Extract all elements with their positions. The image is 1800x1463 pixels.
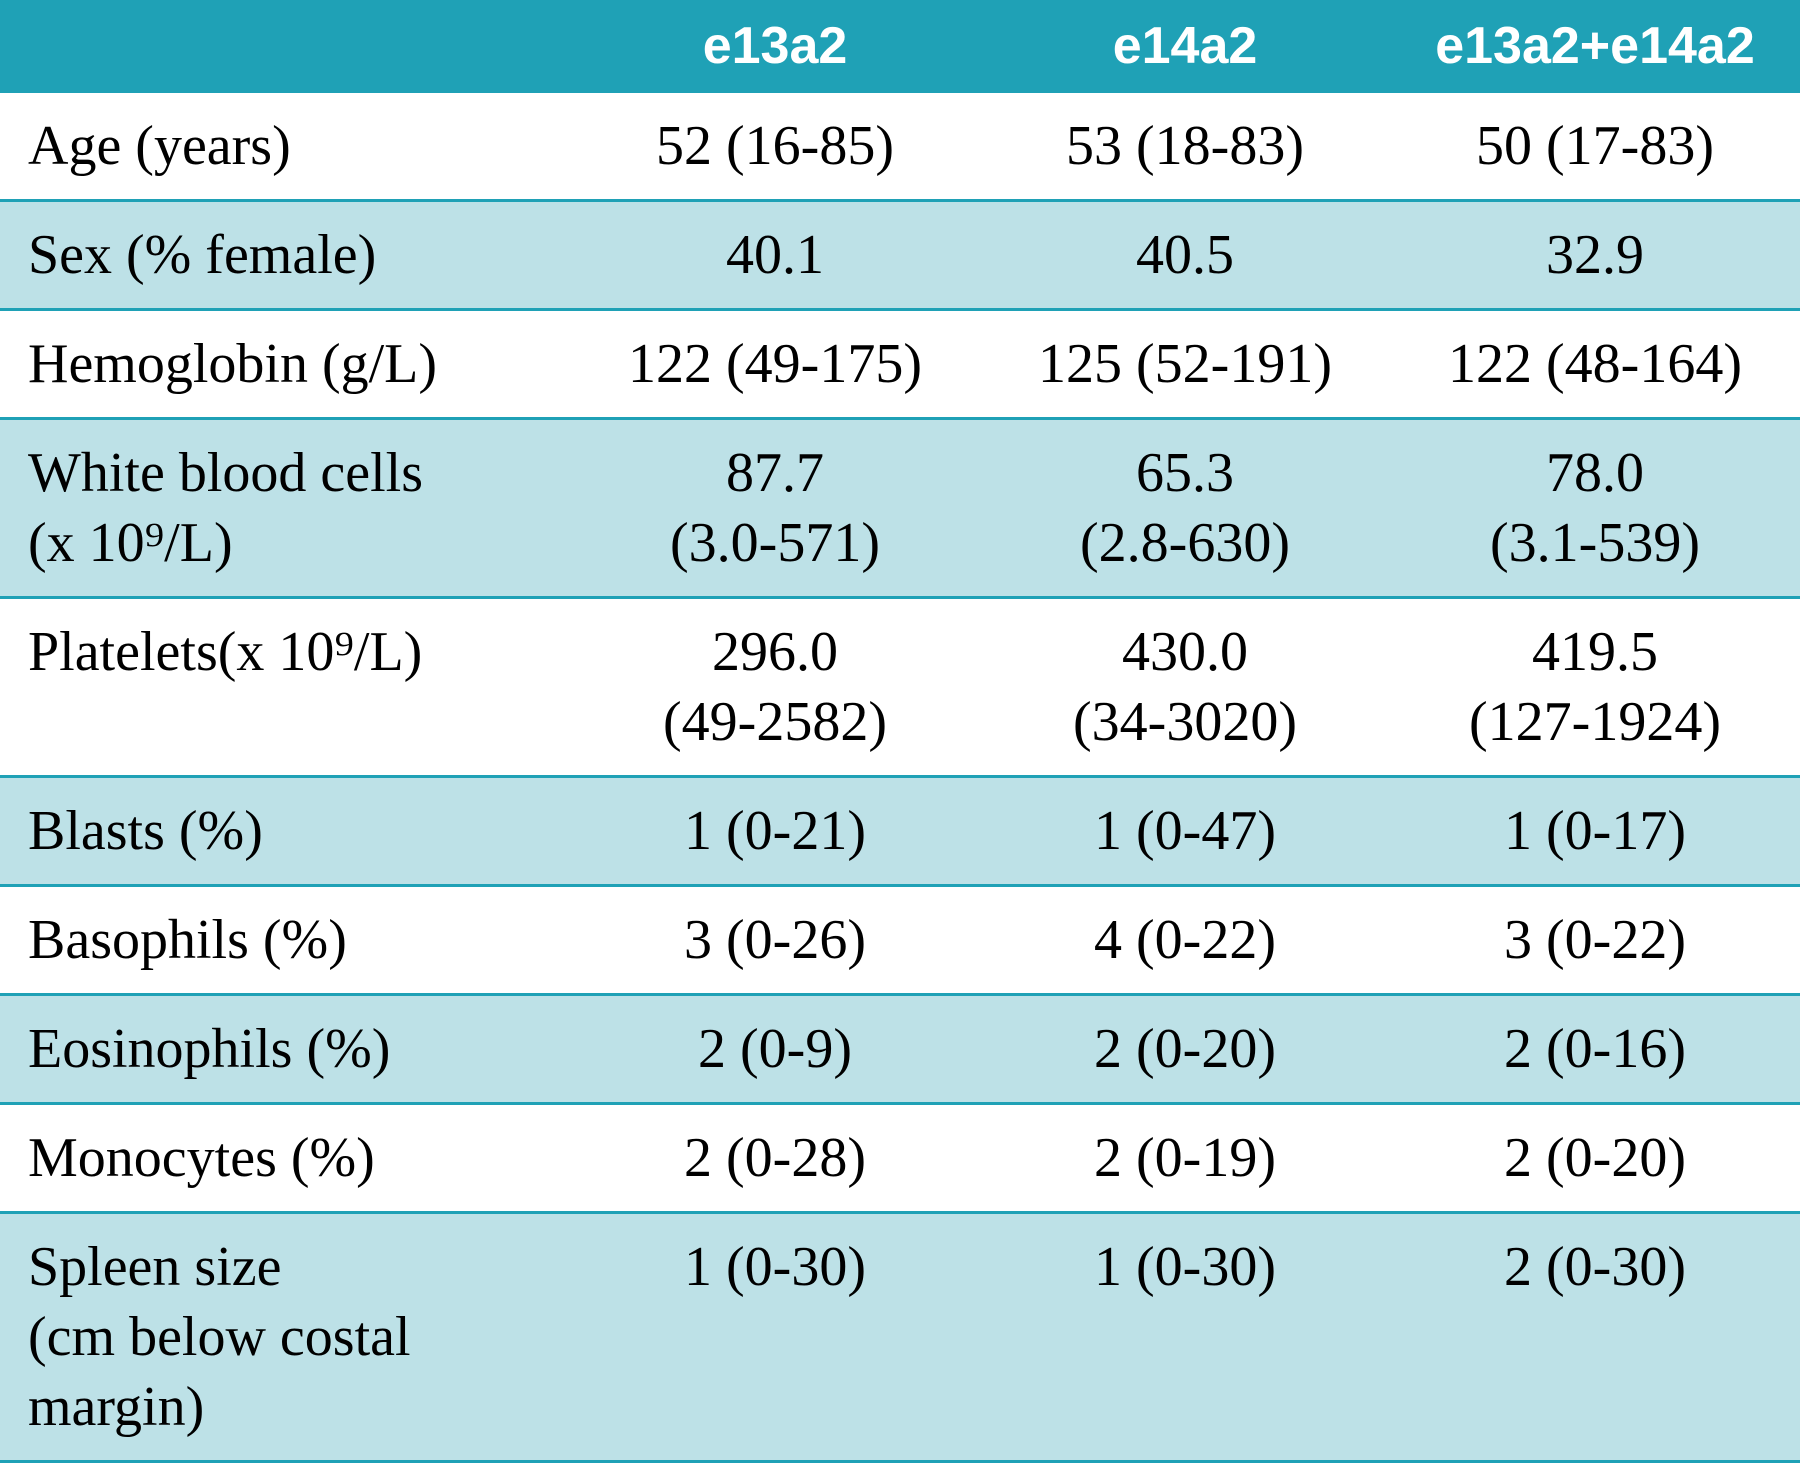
cell-e14a2: 2 (0-20): [980, 995, 1390, 1104]
col-header-e13a2: e13a2: [570, 0, 980, 93]
row-label: Age (years): [0, 93, 570, 201]
table-row: Blasts (%)1 (0-21)1 (0-47)1 (0-17): [0, 777, 1800, 886]
col-header-e14a2: e14a2: [980, 0, 1390, 93]
col-header-blank: [0, 0, 570, 93]
cell-e13a2-e14a2: 1 (0-17): [1390, 777, 1800, 886]
cell-e13a2: 3 (0-26): [570, 886, 980, 995]
cell-e14a2: 53 (18-83): [980, 93, 1390, 201]
cell-e13a2-e14a2: 419.5(127-1924): [1390, 598, 1800, 777]
cell-e13a2-e14a2: 2 (0-16): [1390, 995, 1800, 1104]
cell-e13a2-e14a2: 3 (0-22): [1390, 886, 1800, 995]
table-body: Age (years)52 (16-85)53 (18-83)50 (17-83…: [0, 93, 1800, 1462]
table-row: Monocytes (%)2 (0-28)2 (0-19)2 (0-20): [0, 1104, 1800, 1213]
cell-e13a2: 1 (0-21): [570, 777, 980, 886]
clinical-characteristics-table: e13a2 e14a2 e13a2+e14a2 Age (years)52 (1…: [0, 0, 1800, 1463]
cell-e14a2: 1 (0-47): [980, 777, 1390, 886]
row-label: Spleen size(cm below costal margin): [0, 1213, 570, 1462]
cell-e13a2-e14a2: 122 (48-164): [1390, 310, 1800, 419]
cell-e13a2: 52 (16-85): [570, 93, 980, 201]
cell-e13a2-e14a2: 78.0(3.1-539): [1390, 419, 1800, 598]
row-label: Hemoglobin (g/L): [0, 310, 570, 419]
table-row: Spleen size(cm below costal margin)1 (0-…: [0, 1213, 1800, 1462]
table-row: Age (years)52 (16-85)53 (18-83)50 (17-83…: [0, 93, 1800, 201]
cell-e13a2: 87.7(3.0-571): [570, 419, 980, 598]
row-label: Platelets(x 10⁹/L): [0, 598, 570, 777]
cell-e13a2: 1 (0-30): [570, 1213, 980, 1462]
table-row: Hemoglobin (g/L)122 (49-175)125 (52-191)…: [0, 310, 1800, 419]
col-header-e13a2-e14a2: e13a2+e14a2: [1390, 0, 1800, 93]
cell-e14a2: 4 (0-22): [980, 886, 1390, 995]
row-label: Monocytes (%): [0, 1104, 570, 1213]
cell-e13a2-e14a2: 32.9: [1390, 201, 1800, 310]
cell-e13a2: 40.1: [570, 201, 980, 310]
table-row: Sex (% female)40.140.532.9: [0, 201, 1800, 310]
table-row: Basophils (%)3 (0-26)4 (0-22)3 (0-22): [0, 886, 1800, 995]
row-label: Eosinophils (%): [0, 995, 570, 1104]
cell-e14a2: 1 (0-30): [980, 1213, 1390, 1462]
row-label: Sex (% female): [0, 201, 570, 310]
cell-e13a2: 2 (0-9): [570, 995, 980, 1104]
row-label: White blood cells(x 10⁹/L): [0, 419, 570, 598]
cell-e14a2: 2 (0-19): [980, 1104, 1390, 1213]
cell-e13a2: 296.0(49-2582): [570, 598, 980, 777]
table-row: Platelets(x 10⁹/L)296.0(49-2582)430.0(34…: [0, 598, 1800, 777]
cell-e13a2-e14a2: 2 (0-30): [1390, 1213, 1800, 1462]
cell-e13a2: 2 (0-28): [570, 1104, 980, 1213]
cell-e14a2: 430.0(34-3020): [980, 598, 1390, 777]
cell-e13a2-e14a2: 2 (0-20): [1390, 1104, 1800, 1213]
cell-e14a2: 40.5: [980, 201, 1390, 310]
cell-e13a2-e14a2: 50 (17-83): [1390, 93, 1800, 201]
table-row: Eosinophils (%)2 (0-9)2 (0-20)2 (0-16): [0, 995, 1800, 1104]
cell-e14a2: 125 (52-191): [980, 310, 1390, 419]
table-header: e13a2 e14a2 e13a2+e14a2: [0, 0, 1800, 93]
cell-e14a2: 65.3(2.8-630): [980, 419, 1390, 598]
row-label: Blasts (%): [0, 777, 570, 886]
table-row: White blood cells(x 10⁹/L)87.7(3.0-571)6…: [0, 419, 1800, 598]
row-label: Basophils (%): [0, 886, 570, 995]
cell-e13a2: 122 (49-175): [570, 310, 980, 419]
